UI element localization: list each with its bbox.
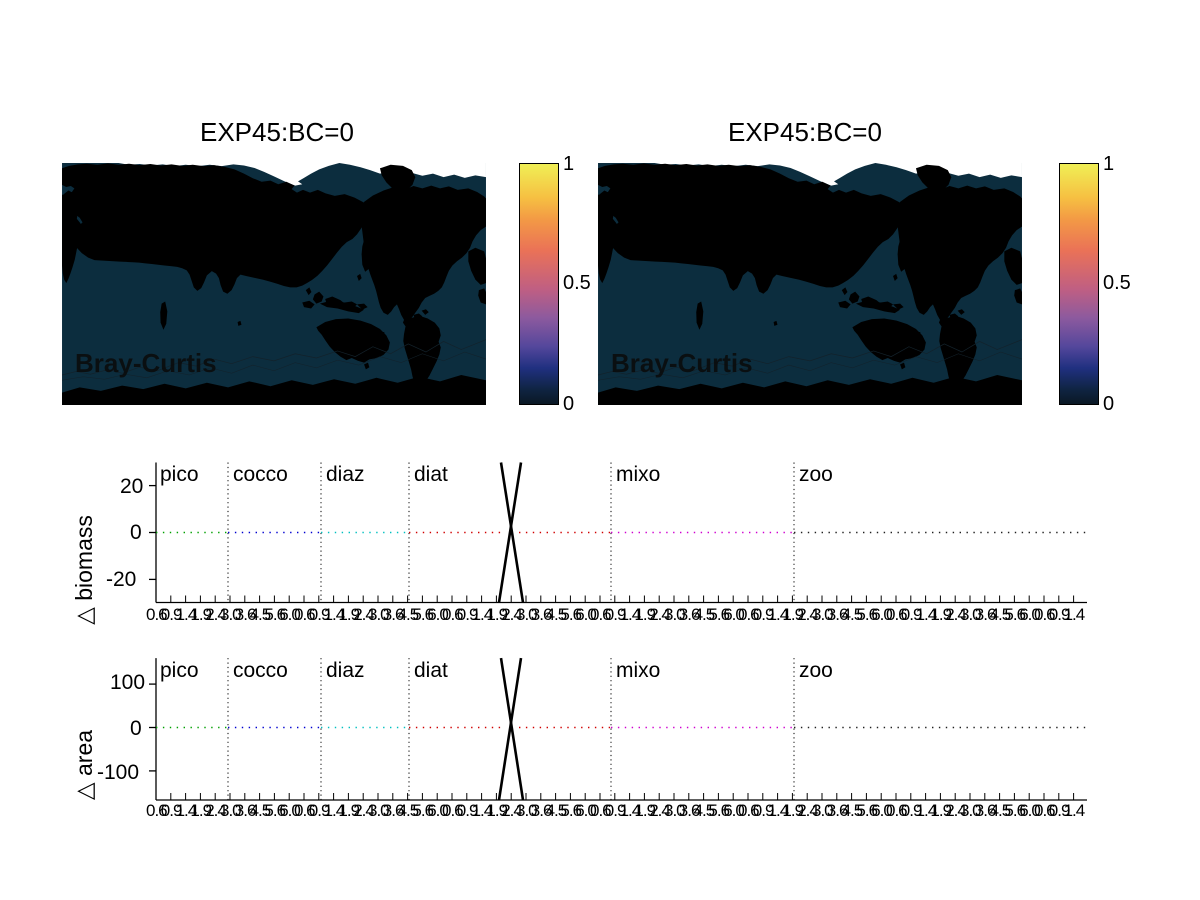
svg-text:△ area: △ area xyxy=(71,730,97,800)
